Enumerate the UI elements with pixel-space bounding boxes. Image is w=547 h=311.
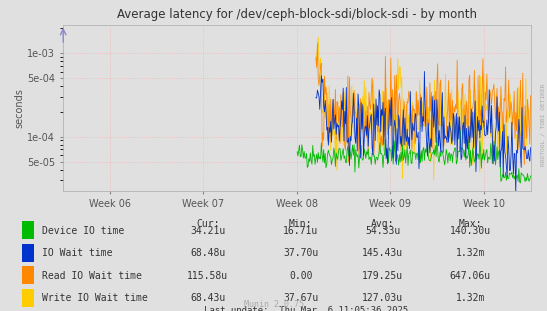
FancyBboxPatch shape bbox=[22, 221, 34, 239]
Text: Read IO Wait time: Read IO Wait time bbox=[42, 271, 142, 281]
Text: 37.70u: 37.70u bbox=[283, 248, 318, 258]
Text: RRDTOOL / TOBI OETIKER: RRDTOOL / TOBI OETIKER bbox=[540, 83, 545, 166]
Text: 179.25u: 179.25u bbox=[362, 271, 404, 281]
Text: Max:: Max: bbox=[459, 219, 482, 229]
Text: 1.32m: 1.32m bbox=[456, 293, 485, 303]
Text: 16.71u: 16.71u bbox=[283, 226, 318, 236]
Text: Cur:: Cur: bbox=[196, 219, 219, 229]
Text: 34.21u: 34.21u bbox=[190, 226, 225, 236]
Text: 68.43u: 68.43u bbox=[190, 293, 225, 303]
Text: 37.67u: 37.67u bbox=[283, 293, 318, 303]
FancyBboxPatch shape bbox=[22, 244, 34, 262]
Text: Min:: Min: bbox=[289, 219, 312, 229]
Text: 647.06u: 647.06u bbox=[450, 271, 491, 281]
Y-axis label: seconds: seconds bbox=[14, 88, 25, 128]
Text: 145.43u: 145.43u bbox=[362, 248, 404, 258]
FancyBboxPatch shape bbox=[22, 266, 34, 284]
Text: Avg:: Avg: bbox=[371, 219, 394, 229]
Text: 127.03u: 127.03u bbox=[362, 293, 404, 303]
Title: Average latency for /dev/ceph-block-sdi/block-sdi - by month: Average latency for /dev/ceph-block-sdi/… bbox=[117, 8, 477, 21]
Text: 140.30u: 140.30u bbox=[450, 226, 491, 236]
Text: Write IO Wait time: Write IO Wait time bbox=[42, 293, 148, 303]
Text: 1.32m: 1.32m bbox=[456, 248, 485, 258]
Text: 54.33u: 54.33u bbox=[365, 226, 400, 236]
Text: Device IO time: Device IO time bbox=[42, 226, 124, 236]
FancyBboxPatch shape bbox=[22, 289, 34, 307]
Text: 115.58u: 115.58u bbox=[187, 271, 229, 281]
Text: 0.00: 0.00 bbox=[289, 271, 312, 281]
Text: Last update:  Thu Mar  6 11:05:36 2025: Last update: Thu Mar 6 11:05:36 2025 bbox=[204, 306, 409, 311]
Text: IO Wait time: IO Wait time bbox=[42, 248, 113, 258]
Text: Munin 2.0.75: Munin 2.0.75 bbox=[243, 300, 304, 309]
Text: 68.48u: 68.48u bbox=[190, 248, 225, 258]
